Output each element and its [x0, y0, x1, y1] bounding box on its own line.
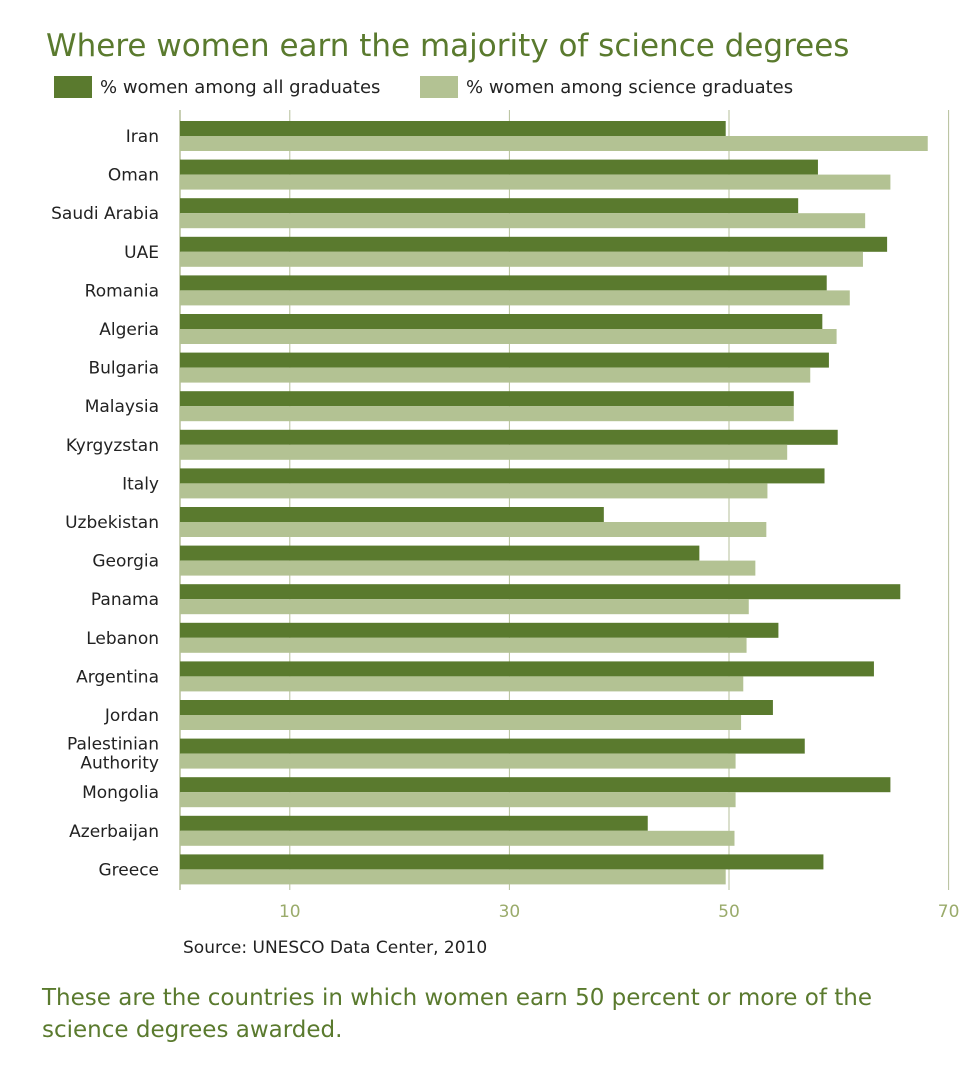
bar-all-graduates-greece: [180, 854, 824, 870]
bar-all-graduates-mongolia: [180, 777, 891, 793]
bar-all-graduates-bulgaria: [180, 352, 829, 368]
x-tick-label-10: 10: [279, 902, 301, 922]
x-tick-label-70: 70: [938, 902, 960, 922]
bar-science-graduates-italy: [180, 483, 768, 499]
bar-science-graduates-mongolia: [180, 792, 736, 808]
bar-all-graduates-algeria: [180, 314, 823, 329]
bar-science-graduates-iran: [180, 136, 928, 151]
category-label-panama: Panama: [91, 590, 159, 610]
bar-science-graduates-argentina: [180, 676, 744, 692]
category-label-italy: Italy: [122, 474, 159, 494]
bar-all-graduates-kyrgyzstan: [180, 429, 838, 445]
bar-science-graduates-saudi-arabia: [180, 213, 866, 229]
bar-science-graduates-uzbekistan: [180, 522, 767, 537]
bar-science-graduates-greece: [180, 869, 726, 885]
bar-science-graduates-lebanon: [180, 637, 747, 653]
bar-science-graduates-palestinian-authority: [180, 753, 736, 769]
chart-title: Where women earn the majority of science…: [46, 28, 850, 64]
bar-science-graduates-romania: [180, 290, 850, 306]
category-label-greece: Greece: [98, 860, 159, 880]
category-label-iran: Iran: [126, 127, 159, 147]
legend-item-all-graduates: % women among all graduates: [54, 76, 380, 98]
caption: These are the countries in which women e…: [42, 985, 872, 1043]
legend-swatch-all-graduates: [54, 76, 92, 98]
bar-science-graduates-azerbaijan: [180, 830, 735, 846]
legend-label-all-graduates: % women among all graduates: [100, 76, 381, 98]
category-label-malaysia: Malaysia: [85, 397, 159, 417]
category-label-oman: Oman: [108, 166, 159, 186]
legend-label-science-graduates: % women among science graduates: [466, 76, 794, 98]
bar-all-graduates-saudi-arabia: [180, 198, 799, 214]
bar-science-graduates-georgia: [180, 560, 756, 576]
bar-all-graduates-iran: [180, 121, 726, 136]
category-label-romania: Romania: [85, 281, 159, 301]
bar-science-graduates-jordan: [180, 715, 742, 730]
x-tick-label-50: 50: [718, 902, 740, 922]
bar-all-graduates-georgia: [180, 545, 700, 561]
bar-all-graduates-uzbekistan: [180, 507, 604, 522]
category-label-jordan: Jordan: [104, 706, 159, 726]
category-label-palestinian-authority: Palestinian Authority: [67, 735, 159, 774]
category-label-uae: UAE: [124, 243, 159, 263]
bar-science-graduates-uae: [180, 251, 863, 267]
bar-all-graduates-azerbaijan: [180, 815, 648, 831]
bar-science-graduates-bulgaria: [180, 367, 811, 383]
bar-science-graduates-kyrgyzstan: [180, 444, 788, 460]
category-label-mongolia: Mongolia: [82, 783, 159, 803]
bar-all-graduates-oman: [180, 159, 818, 175]
category-label-uzbekistan: Uzbekistan: [65, 513, 159, 533]
category-label-lebanon: Lebanon: [86, 629, 159, 649]
bar-science-graduates-oman: [180, 174, 891, 190]
bar-all-graduates-uae: [180, 236, 888, 252]
bar-all-graduates-panama: [180, 584, 901, 600]
bar-all-graduates-lebanon: [180, 622, 779, 638]
category-label-algeria: Algeria: [99, 320, 159, 340]
legend-item-science-graduates: % women among science graduates: [420, 76, 793, 98]
bar-science-graduates-malaysia: [180, 406, 794, 422]
bar-science-graduates-algeria: [180, 329, 837, 344]
category-label-azerbaijan: Azerbaijan: [69, 822, 159, 842]
bar-all-graduates-argentina: [180, 661, 874, 677]
category-label-georgia: Georgia: [92, 552, 159, 572]
category-label-bulgaria: Bulgaria: [89, 359, 160, 379]
source-note: Source: UNESCO Data Center, 2010: [183, 938, 488, 958]
bar-all-graduates-romania: [180, 275, 827, 291]
legend-swatch-science-graduates: [420, 76, 458, 98]
category-label-kyrgyzstan: Kyrgyzstan: [66, 436, 159, 456]
legend: % women among all graduates % women amon…: [0, 76, 980, 102]
bar-all-graduates-jordan: [180, 700, 773, 715]
bar-all-graduates-italy: [180, 468, 825, 484]
bar-chart: Iran Oman Saudi Arabia UAE Romania Algeria Bul…: [51, 110, 960, 922]
category-label-argentina: Argentina: [76, 667, 159, 687]
bar-all-graduates-palestinian-authority: [180, 738, 805, 754]
category-label-saudi-arabia: Saudi Arabia: [51, 204, 159, 224]
bar-all-graduates-malaysia: [180, 391, 794, 407]
bar-science-graduates-panama: [180, 599, 749, 615]
x-tick-label-30: 30: [499, 902, 521, 922]
